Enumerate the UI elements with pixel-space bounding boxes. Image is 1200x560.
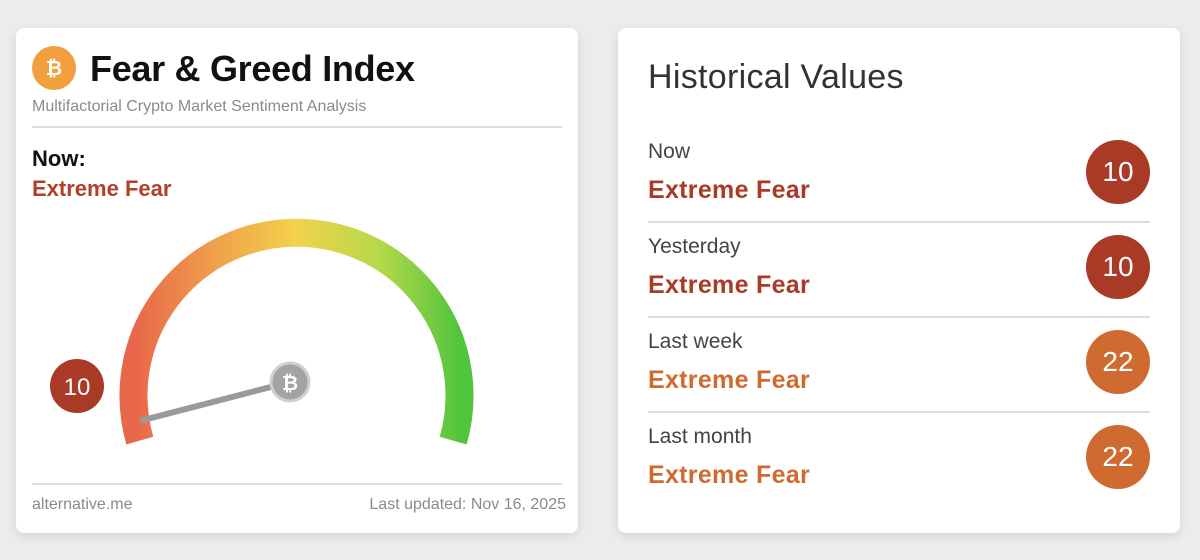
- now-value: Extreme Fear: [32, 176, 172, 201]
- now-label: Now:: [32, 146, 86, 171]
- history-score-badge: 10: [1086, 140, 1150, 204]
- divider: [648, 316, 1150, 318]
- history-label: Yesterday: [648, 235, 741, 258]
- history-value: Extreme Fear: [648, 271, 811, 299]
- needle-hub: ₿: [269, 361, 311, 403]
- gauge-needle: [139, 379, 293, 424]
- last-updated: Last updated: Nov 16, 2025: [369, 496, 566, 513]
- source-link[interactable]: alternative.me: [32, 496, 133, 513]
- history-row-last-month: Last month Extreme Fear 22: [648, 425, 1150, 520]
- history-row-last-week: Last week Extreme Fear 22: [648, 330, 1150, 425]
- history-score-badge: 22: [1086, 425, 1150, 489]
- gauge-track: [119, 218, 474, 445]
- history-label: Last month: [648, 425, 752, 448]
- bitcoin-icon: ₿: [282, 371, 298, 395]
- divider: [648, 411, 1150, 413]
- historical-title: Historical Values: [648, 58, 904, 96]
- history-score-badge: 10: [1086, 235, 1150, 299]
- page-title: Fear & Greed Index: [90, 48, 415, 89]
- divider: [32, 126, 562, 128]
- divider: [32, 483, 562, 485]
- history-row-yesterday: Yesterday Extreme Fear 10: [648, 235, 1150, 330]
- history-value: Extreme Fear: [648, 366, 811, 394]
- divider: [648, 221, 1150, 223]
- fear-greed-card: ₿ Fear & Greed Index Multifactorial Cryp…: [16, 28, 578, 533]
- historical-values-card: Historical Values Now Extreme Fear 10 Ye…: [618, 28, 1180, 533]
- gauge-value-label: 10: [64, 374, 91, 401]
- history-score-badge: 22: [1086, 330, 1150, 394]
- gauge-value-badge: [50, 359, 104, 413]
- history-value: Extreme Fear: [648, 176, 811, 204]
- svg-text:₿: ₿: [46, 56, 62, 80]
- sentiment-gauge: ₿ 10: [50, 218, 474, 445]
- history-label: Last week: [648, 330, 743, 353]
- subtitle: Multifactorial Crypto Market Sentiment A…: [32, 98, 367, 115]
- history-value: Extreme Fear: [648, 461, 811, 489]
- history-row-now: Now Extreme Fear 10: [648, 140, 1150, 235]
- bitcoin-icon: ₿: [32, 46, 76, 90]
- history-label: Now: [648, 140, 691, 163]
